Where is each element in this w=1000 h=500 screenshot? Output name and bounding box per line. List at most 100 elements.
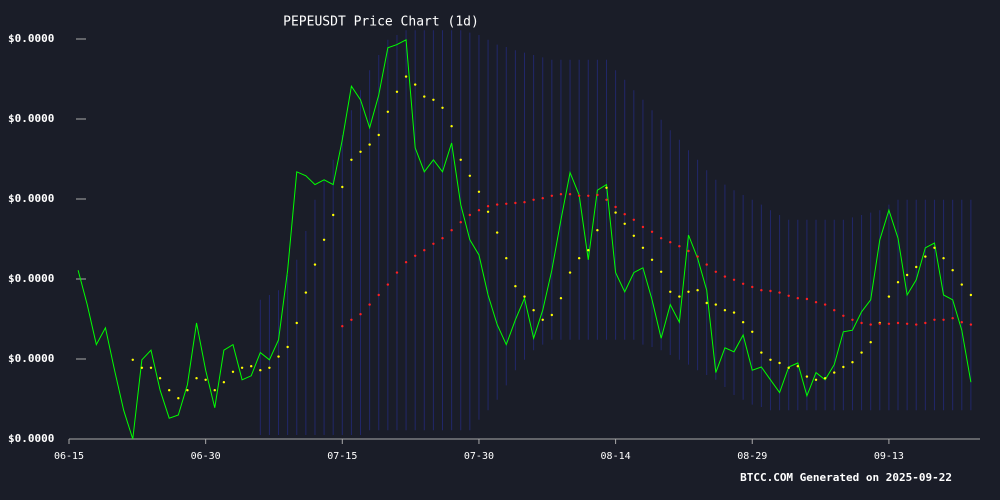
ma-dot xyxy=(131,358,134,361)
ma-dot xyxy=(404,75,408,78)
ma-dot xyxy=(605,186,608,189)
axes-layer: $0.0000 $0.0000 $0.0000 $0.0000 $0.0000 $0.00… xyxy=(8,32,980,462)
ma-dot xyxy=(486,210,490,213)
ma-dot xyxy=(158,377,162,380)
ma-dot xyxy=(541,197,544,200)
ma-dot xyxy=(441,237,444,240)
price-line xyxy=(77,39,972,440)
ma-dot xyxy=(304,291,308,294)
ma-dot xyxy=(441,106,444,110)
ma-dot xyxy=(468,174,472,177)
ma-dot xyxy=(842,314,845,317)
ma-dot xyxy=(896,321,900,325)
ma-dot xyxy=(413,254,417,257)
ma-dot xyxy=(678,295,681,298)
ma-dot xyxy=(368,143,371,146)
x-tick-label: 06-15 xyxy=(54,451,84,462)
ma-dot xyxy=(532,198,535,201)
ma-dot xyxy=(532,309,535,312)
ma-dot xyxy=(514,201,517,205)
ma-dot xyxy=(505,257,508,260)
ma-dot xyxy=(423,95,426,98)
x-tick-label: 06-30 xyxy=(191,451,221,462)
ma-dot xyxy=(869,323,872,326)
ma-dot xyxy=(669,290,672,293)
ma-dot xyxy=(596,229,599,232)
ma-dot xyxy=(933,318,936,321)
ma-dot xyxy=(951,317,954,320)
ma-dot xyxy=(751,330,754,333)
ma-dot xyxy=(969,323,973,326)
ma-dot xyxy=(495,231,499,234)
ma-dot xyxy=(933,246,936,249)
ma-dot xyxy=(404,261,408,264)
ma-dot xyxy=(659,270,663,273)
ma-dot xyxy=(705,263,708,266)
ma-dot xyxy=(823,303,827,306)
ma-dot xyxy=(423,249,426,252)
y-tick-label: $0.0000 xyxy=(8,272,54,285)
ma-dot xyxy=(659,237,663,240)
ma-dot xyxy=(149,366,153,369)
ma-dot xyxy=(140,366,144,369)
ma-dot xyxy=(814,378,818,381)
ma-dot xyxy=(268,366,271,369)
ma-dot xyxy=(778,361,781,365)
ma-dot xyxy=(541,318,544,321)
ma-dot xyxy=(213,389,216,392)
ma-dot xyxy=(395,90,399,94)
ma-dot xyxy=(969,293,973,297)
ma-dot xyxy=(514,285,517,288)
ma-dot xyxy=(960,283,963,286)
ma-dot xyxy=(678,245,681,248)
ma-dot xyxy=(787,366,790,369)
ma-dot xyxy=(860,351,863,354)
ma-dot xyxy=(505,202,508,205)
ma-dot xyxy=(687,290,690,293)
ma-dot xyxy=(778,291,781,294)
ma-dot xyxy=(723,309,727,312)
ma-dot xyxy=(331,213,335,217)
ma-dot xyxy=(723,275,727,278)
ma-dot xyxy=(605,198,608,201)
ma-dot xyxy=(377,133,380,137)
ma-dot xyxy=(359,150,362,153)
ma-dot xyxy=(459,221,462,224)
ma-dot xyxy=(495,203,499,206)
ma-dot xyxy=(432,242,435,245)
ma-dot xyxy=(851,361,854,364)
ma-dot xyxy=(951,269,954,272)
ma-dot xyxy=(732,278,736,281)
x-tick-label: 09-13 xyxy=(874,451,904,462)
ma-dot xyxy=(650,230,654,233)
ma-dot xyxy=(960,321,963,324)
ma-dot xyxy=(860,321,863,325)
y-tick-label: $0.0000 xyxy=(8,32,54,45)
ma-dot xyxy=(869,341,872,344)
chart-title: PEPEUSDT Price Chart (1d) xyxy=(283,15,479,30)
ma-dot xyxy=(523,295,526,298)
ma-dot xyxy=(896,281,900,284)
ma-dot xyxy=(350,158,353,161)
ma-dot xyxy=(350,318,353,321)
ma-dot xyxy=(341,325,344,328)
ma-dot xyxy=(769,358,772,361)
ma-dot xyxy=(168,389,171,392)
ma-dot xyxy=(486,205,490,208)
ma-dot xyxy=(650,258,654,261)
band-layer xyxy=(259,30,972,435)
ma-dot xyxy=(623,222,626,225)
ma-dot xyxy=(669,241,672,244)
ma-dot xyxy=(915,265,918,269)
ma-dot xyxy=(760,289,763,292)
ma-dot xyxy=(732,311,736,314)
ma-dot xyxy=(450,125,453,128)
y-tick-label: $0.0000 xyxy=(8,192,54,205)
ma-dot xyxy=(295,321,298,325)
ma-dot xyxy=(341,185,344,189)
ma-dot xyxy=(450,229,453,232)
ma-dot xyxy=(568,271,572,274)
ma-dot xyxy=(805,375,809,378)
ma-dot xyxy=(714,270,718,273)
ma-dot xyxy=(823,377,827,380)
